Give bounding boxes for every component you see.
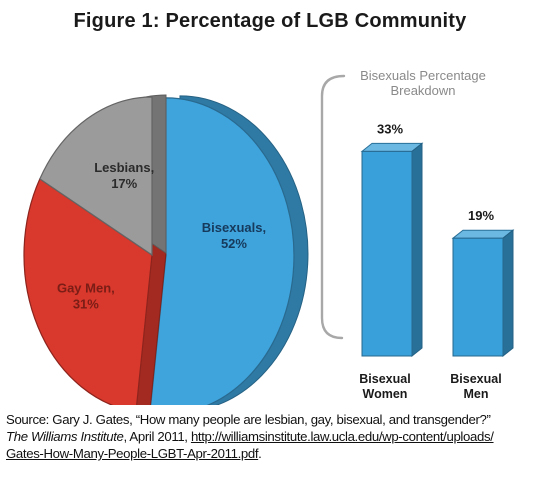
bar-category-label-bisexual-women-2: Women [363, 387, 408, 401]
bar-side-bisexual-women [411, 142, 423, 358]
figure-title: Figure 1: Percentage of LGB Community [73, 10, 467, 32]
pie-label-bisexuals: Bisexuals, [202, 220, 266, 235]
bar-category-label-bisexual-men-2: Men [464, 387, 489, 401]
bracket-line [320, 74, 346, 340]
source-publisher: The Williams Institute [6, 429, 124, 444]
pie-chart: Bisexuals,52% Gay Men,31% Lesbians,17% [23, 94, 309, 405]
bar-side-bisexual-men [502, 229, 514, 358]
bar-category-label-bisexual-women-1: Bisexual [359, 372, 410, 386]
source-period: . [258, 446, 262, 461]
source-url-line1[interactable]: http://williamsinstitute.law.ucla.edu/wp… [190, 429, 494, 444]
source-caption: Source: Gary J. Gates, “How many people … [6, 411, 536, 462]
pie-slice-bisexuals [150, 97, 295, 405]
pie-value-label-bisexuals: 52% [221, 236, 247, 251]
bar-value-label-bisexual-men: 19% [468, 208, 494, 223]
source-date: , April 2011, [123, 429, 191, 444]
source-url-line2[interactable]: Gates-How-Many-People-LGBT-Apr-2011.pdf [6, 446, 259, 461]
source-citation: Source: Gary J. Gates, “How many people … [6, 412, 491, 427]
pie-slice-gay-men [23, 177, 153, 405]
pie-slice-lesbians [39, 96, 153, 257]
bar-category-label-bisexual-men-1: Bisexual [450, 372, 501, 386]
breakdown-title-line-2: Breakdown [390, 83, 455, 98]
pie-label-lesbians: Lesbians, [94, 160, 154, 175]
breakdown-title-line-1: Bisexuals Percentage [360, 68, 486, 83]
bar-bisexual-women [361, 150, 413, 357]
lgb-chart: Bisexuals,52% Gay Men,31% Lesbians,17% Bis… [23, 68, 515, 405]
pie-value-label-lesbians: 17% [111, 176, 137, 191]
bar-bisexual-men [452, 237, 504, 357]
pie-value-label-gay-men: 31% [73, 297, 99, 312]
pie-label-gay-men: Gay Men, [57, 281, 115, 296]
bar-value-label-bisexual-women: 33% [377, 121, 403, 136]
